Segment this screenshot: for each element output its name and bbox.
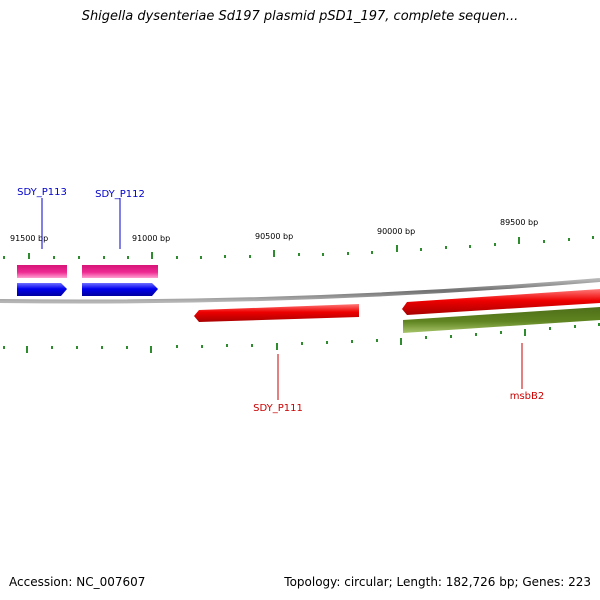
gene-label-sdy-p112[interactable]: SDY_P112 <box>95 189 145 200</box>
cds-arrow-msbb2[interactable] <box>402 289 600 315</box>
cds-arrow-sdy-p112[interactable] <box>82 283 158 296</box>
accession-text: Accession: NC_007607 <box>9 575 146 589</box>
ruler-label-90000: 90000 bp <box>377 227 415 236</box>
gene-feature-sdy-p113[interactable] <box>17 265 67 278</box>
ruler-ticks-upper <box>3 236 594 259</box>
topology-summary-text: Topology: circular; Length: 182,726 bp; … <box>284 575 591 589</box>
gene-feature-sdy-p112[interactable] <box>82 265 158 278</box>
cds-arrow-sdy-p111[interactable] <box>194 304 359 322</box>
ruler-label-89500: 89500 bp <box>500 218 538 227</box>
gene-label-msbb2[interactable]: msbB2 <box>510 391 545 402</box>
gene-label-sdy-p111[interactable]: SDY_P111 <box>253 403 303 414</box>
gene-feature-msbb2[interactable] <box>403 307 600 333</box>
gene-label-sdy-p113[interactable]: SDY_P113 <box>17 187 67 198</box>
ruler-ticks-lower <box>3 323 600 353</box>
map-title: Shigella dysenteriae Sd197 plasmid pSD1_… <box>81 9 519 24</box>
cds-arrow-sdy-p113[interactable] <box>17 283 67 296</box>
plasmid-backbone <box>0 278 600 304</box>
ruler-label-91500: 91500 bp <box>10 234 48 243</box>
ruler-label-91000: 91000 bp <box>132 234 170 243</box>
ruler-label-90500: 90500 bp <box>255 232 293 241</box>
